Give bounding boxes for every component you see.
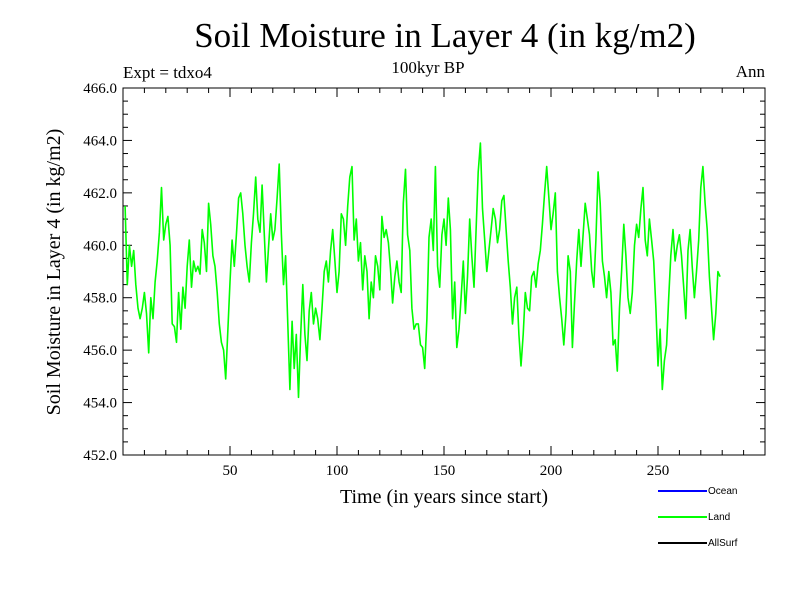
y-tick-label: 454.0 bbox=[83, 396, 117, 412]
chart-subtitle: 100kyr BP bbox=[391, 58, 464, 77]
y-tick-label: 460.0 bbox=[83, 238, 117, 254]
plot-area-frame bbox=[122, 87, 766, 456]
y-tick-label: 464.0 bbox=[83, 133, 117, 149]
y-tick-label: 452.0 bbox=[83, 448, 117, 464]
x-tick-label: 250 bbox=[647, 463, 670, 479]
experiment-label: Expt = tdxo4 bbox=[123, 63, 212, 82]
y-axis-label: Soil Moisture in Layer 4 (in kg/m2) bbox=[43, 129, 65, 416]
x-tick-label: 50 bbox=[223, 463, 238, 479]
y-tick-label: 462.0 bbox=[83, 186, 117, 202]
legend: Ocean Land AllSurf bbox=[658, 486, 738, 549]
chart-title: Soil Moisture in Layer 4 (in kg/m2) bbox=[194, 16, 696, 55]
legend-label-allsurf: AllSurf bbox=[708, 538, 738, 549]
legend-label-land: Land bbox=[708, 512, 730, 523]
axis-tick-labels: 50 100 150 200 250 452.0 454.0 456.0 458.0 460.0 4… bbox=[83, 81, 669, 479]
x-tick-label: 100 bbox=[326, 463, 349, 479]
period-label: Ann bbox=[736, 62, 766, 81]
x-tick-label: 200 bbox=[540, 463, 563, 479]
legend-label-ocean: Ocean bbox=[708, 486, 737, 497]
y-tick-label: 456.0 bbox=[83, 343, 117, 359]
y-tick-label: 458.0 bbox=[83, 291, 117, 307]
y-tick-label: 466.0 bbox=[83, 81, 117, 97]
series-line-land bbox=[124, 142, 721, 399]
x-axis-label: Time (in years since start) bbox=[340, 486, 548, 508]
axis-ticks bbox=[123, 87, 765, 456]
x-tick-label: 150 bbox=[433, 463, 456, 479]
